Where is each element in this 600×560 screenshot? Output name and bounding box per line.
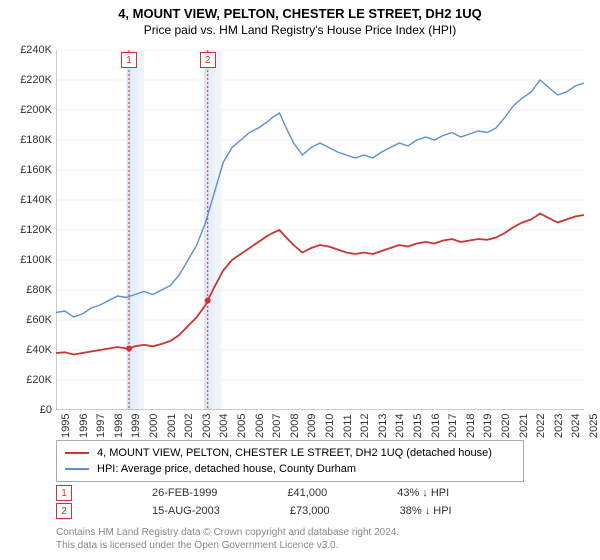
sale-rows: 1 26-FEB-1999 £41,000 43% ↓ HPI 2 15-AUG… [56, 484, 576, 520]
x-tick-label: 2001 [166, 414, 178, 438]
chart-marker-icon: 2 [200, 52, 216, 68]
x-tick-label: 1998 [113, 414, 125, 438]
legend-item: 4, MOUNT VIEW, PELTON, CHESTER LE STREET… [65, 445, 515, 461]
marker-number-icon: 2 [56, 503, 72, 519]
footer-line: Contains HM Land Registry data © Crown c… [56, 526, 399, 539]
x-tick-label: 2002 [183, 414, 195, 438]
legend-label: HPI: Average price, detached house, Coun… [97, 463, 356, 475]
y-tick-label: £220K [10, 74, 52, 86]
sale-delta: 38% ↓ HPI [400, 505, 452, 517]
legend: 4, MOUNT VIEW, PELTON, CHESTER LE STREET… [56, 440, 524, 482]
x-tick-label: 2004 [218, 414, 230, 438]
chart-title: 4, MOUNT VIEW, PELTON, CHESTER LE STREET… [0, 0, 600, 21]
x-tick-label: 2000 [148, 414, 160, 438]
x-tick-label: 2003 [201, 414, 213, 438]
y-tick-label: £20K [10, 374, 52, 386]
legend-swatch [65, 468, 89, 470]
x-tick-label: 2005 [236, 414, 248, 438]
legend-item: HPI: Average price, detached house, Coun… [65, 461, 515, 477]
y-tick-label: £160K [10, 164, 52, 176]
x-tick-label: 2012 [359, 414, 371, 438]
y-tick-label: £40K [10, 344, 52, 356]
legend-swatch [65, 452, 89, 454]
y-tick-label: £80K [10, 284, 52, 296]
x-tick-label: 2022 [535, 414, 547, 438]
x-tick-label: 2018 [465, 414, 477, 438]
x-tick-label: 1996 [78, 414, 90, 438]
x-tick-label: 2019 [482, 414, 494, 438]
x-tick-label: 1999 [130, 414, 142, 438]
sale-delta: 43% ↓ HPI [397, 487, 449, 499]
x-tick-label: 2007 [271, 414, 283, 438]
x-tick-label: 2010 [324, 414, 336, 438]
y-tick-label: £60K [10, 314, 52, 326]
x-tick-label: 2011 [342, 414, 354, 438]
y-tick-label: £200K [10, 104, 52, 116]
footer-attribution: Contains HM Land Registry data © Crown c… [56, 526, 399, 552]
chart-subtitle: Price paid vs. HM Land Registry's House … [0, 21, 600, 41]
chart-container: 4, MOUNT VIEW, PELTON, CHESTER LE STREET… [0, 0, 600, 560]
x-tick-label: 2021 [518, 414, 530, 438]
y-tick-label: £0 [10, 404, 52, 416]
x-tick-label: 2006 [254, 414, 266, 438]
x-tick-label: 2008 [289, 414, 301, 438]
sale-date: 15-AUG-2003 [152, 505, 220, 517]
x-tick-label: 2025 [588, 414, 600, 438]
y-tick-label: £180K [10, 134, 52, 146]
y-tick-label: £120K [10, 224, 52, 236]
y-tick-label: £240K [10, 44, 52, 56]
plot-area: 12 [56, 50, 584, 410]
sale-row: 1 26-FEB-1999 £41,000 43% ↓ HPI [56, 484, 576, 502]
x-tick-label: 1995 [60, 414, 72, 438]
chart-marker-icon: 1 [121, 52, 137, 68]
x-tick-label: 2023 [553, 414, 565, 438]
x-tick-label: 2020 [500, 414, 512, 438]
x-tick-label: 1997 [95, 414, 107, 438]
sale-date: 26-FEB-1999 [152, 487, 217, 499]
y-tick-label: £140K [10, 194, 52, 206]
y-tick-label: £100K [10, 254, 52, 266]
x-tick-label: 2017 [447, 414, 459, 438]
footer-line: This data is licensed under the Open Gov… [56, 539, 399, 552]
sale-price: £73,000 [290, 505, 330, 517]
sale-row: 2 15-AUG-2003 £73,000 38% ↓ HPI [56, 502, 576, 520]
x-tick-label: 2014 [394, 414, 406, 438]
x-tick-label: 2016 [430, 414, 442, 438]
legend-label: 4, MOUNT VIEW, PELTON, CHESTER LE STREET… [97, 447, 492, 459]
x-tick-label: 2024 [570, 414, 582, 438]
plot-svg [56, 50, 584, 410]
x-tick-label: 2013 [377, 414, 389, 438]
marker-number-icon: 1 [56, 485, 72, 501]
x-tick-label: 2009 [306, 414, 318, 438]
x-tick-label: 2015 [412, 414, 424, 438]
sale-price: £41,000 [287, 487, 327, 499]
